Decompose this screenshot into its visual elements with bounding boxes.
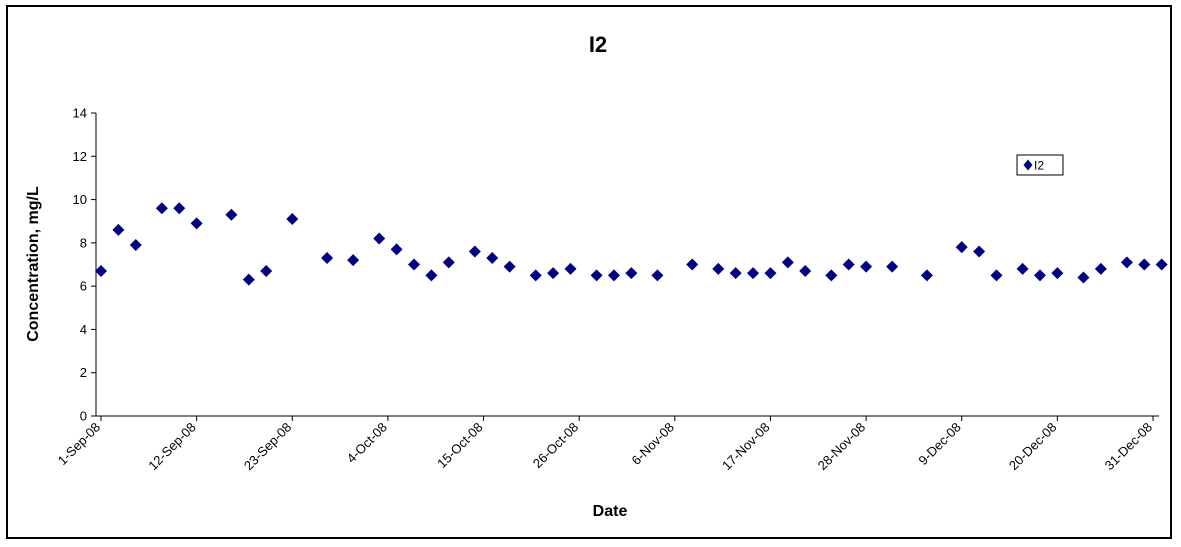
data-point-diamond	[625, 267, 638, 280]
data-point-diamond	[529, 269, 542, 282]
data-point-diamond	[425, 269, 438, 282]
data-point-diamond	[1033, 269, 1046, 282]
data-point-diamond	[973, 245, 986, 258]
data-point-diamond	[95, 264, 107, 277]
data-point-diamond	[468, 245, 481, 258]
y-tick-label: 6	[80, 279, 87, 294]
x-tick-label: 15-Oct-08	[434, 420, 485, 471]
x-tick-label: 20-Dec-08	[1006, 420, 1060, 474]
data-point-diamond	[590, 269, 603, 282]
data-point-diamond	[486, 252, 499, 265]
data-point-diamond	[1016, 262, 1029, 275]
x-axis-ticks: 1-Sep-08 12-Sep-08 23-Sep-08 4-Oct-08 15-Oct…	[55, 416, 1155, 473]
data-point-diamond	[242, 273, 255, 286]
data-point-diamond	[112, 223, 125, 236]
y-tick-label: 2	[80, 365, 87, 380]
data-point-diamond	[1120, 256, 1133, 269]
data-point-diamond	[990, 269, 1003, 282]
x-axis-label: Date	[593, 503, 628, 520]
data-point-diamond	[390, 243, 403, 256]
x-tick-label: 12-Sep-08	[145, 420, 199, 474]
chart-title: I2	[589, 32, 607, 57]
data-point-diamond	[886, 260, 899, 273]
data-point-diamond	[712, 262, 725, 275]
data-point-diamond	[825, 269, 838, 282]
data-point-diamond	[225, 208, 238, 221]
y-tick-label: 4	[80, 322, 87, 337]
data-point-diamond	[799, 264, 812, 277]
data-point-diamond	[860, 260, 873, 273]
data-point-diamond	[407, 258, 420, 271]
data-points	[95, 202, 1168, 286]
x-tick-label: 9-Dec-08	[915, 420, 963, 468]
data-point-diamond	[955, 241, 968, 254]
data-point-diamond	[373, 232, 386, 245]
y-axis-ticks: 0 2 4 6 8 10 12 14	[73, 106, 96, 424]
data-point-diamond	[1155, 258, 1168, 271]
data-point-diamond	[920, 269, 933, 282]
data-point-diamond	[729, 267, 742, 280]
data-point-diamond	[842, 258, 855, 271]
y-tick-label: 0	[80, 409, 87, 424]
data-point-diamond	[286, 213, 299, 226]
data-point-diamond	[781, 256, 794, 269]
legend-box	[1016, 154, 1064, 176]
data-point-diamond	[155, 202, 168, 215]
x-tick-label: 28-Nov-08	[815, 420, 869, 474]
x-tick-label: 4-Oct-08	[344, 420, 390, 466]
x-tick-label: 17-Nov-08	[719, 420, 773, 474]
data-point-diamond	[1051, 267, 1064, 280]
data-point-diamond	[321, 252, 334, 265]
data-point-diamond	[347, 254, 360, 267]
data-point-diamond	[564, 262, 577, 275]
data-point-diamond	[686, 258, 699, 271]
chart-frame	[6, 5, 1172, 539]
legend: I2	[1016, 154, 1064, 176]
data-point-diamond	[747, 267, 760, 280]
x-tick-label: 26-Oct-08	[530, 420, 581, 471]
data-point-diamond	[503, 260, 516, 273]
x-tick-label: 23-Sep-08	[241, 420, 295, 474]
y-tick-label: 12	[73, 149, 87, 164]
x-tick-label: 31-Dec-08	[1102, 420, 1156, 474]
data-point-diamond	[547, 267, 560, 280]
data-point-diamond	[173, 202, 186, 215]
x-tick-label: 1-Sep-08	[55, 420, 103, 468]
data-point-diamond	[190, 217, 203, 230]
x-tick-label: 6-Nov-08	[629, 420, 677, 468]
y-tick-label: 8	[80, 235, 87, 250]
data-point-diamond	[1077, 271, 1090, 284]
data-point-diamond	[1138, 258, 1151, 271]
data-point-diamond	[129, 239, 142, 252]
data-point-diamond	[607, 269, 620, 282]
legend-marker-diamond	[1023, 159, 1033, 171]
legend-label: I2	[1034, 159, 1044, 173]
y-axis-label: Concentration, mg/L	[25, 186, 42, 342]
y-tick-label: 14	[73, 106, 87, 121]
y-tick-label: 10	[73, 192, 87, 207]
data-point-diamond	[651, 269, 664, 282]
data-point-diamond	[1094, 262, 1107, 275]
data-point-diamond	[764, 267, 777, 280]
data-point-diamond	[260, 264, 273, 277]
data-point-diamond	[442, 256, 455, 269]
